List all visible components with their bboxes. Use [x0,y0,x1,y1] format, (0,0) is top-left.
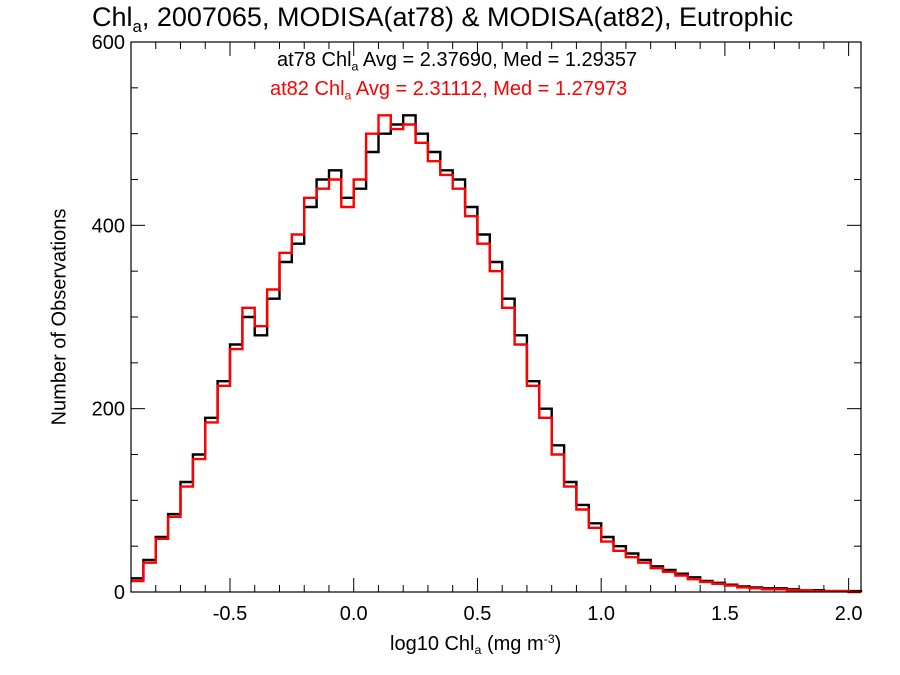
series-line-at82 [131,114,861,594]
x-tick-label: 2.0 [835,603,863,625]
y-tick-label: 200 [92,399,125,421]
chart-title: Chla, 2007065, MODISA(at78) & MODISA(at8… [92,2,794,36]
x-axis-label: log10 Chla (mg m-3) [390,632,562,658]
x-tick-label: 0.5 [464,603,492,625]
x-tick-label: 1.0 [587,603,615,625]
y-tick-label: 0 [114,582,125,604]
y-tick-label: 600 [92,32,125,54]
y-axis-label: Number of Observations [48,208,71,426]
legend-at78-stats: at78 Chla Avg = 2.37690, Med = 1.29357 [277,49,638,74]
plot-frame [130,41,862,593]
x-tick-labels: -0.5 0.0 0.5 1.0 1.5 2.0 [213,603,863,625]
series-lines [131,114,863,594]
series-line-at78 [131,114,863,593]
plot-grid-and-ticks [130,41,861,593]
x-tick-label: -0.5 [213,603,247,625]
y-tick-labels: 0 200 400 600 [92,32,125,604]
y-tick-label: 400 [92,215,125,237]
x-tick-label: 1.5 [711,603,739,625]
x-tick-label: 0.0 [340,603,368,625]
legend-at82-stats: at82 Chla Avg = 2.31112, Med = 1.27973 [270,78,628,103]
